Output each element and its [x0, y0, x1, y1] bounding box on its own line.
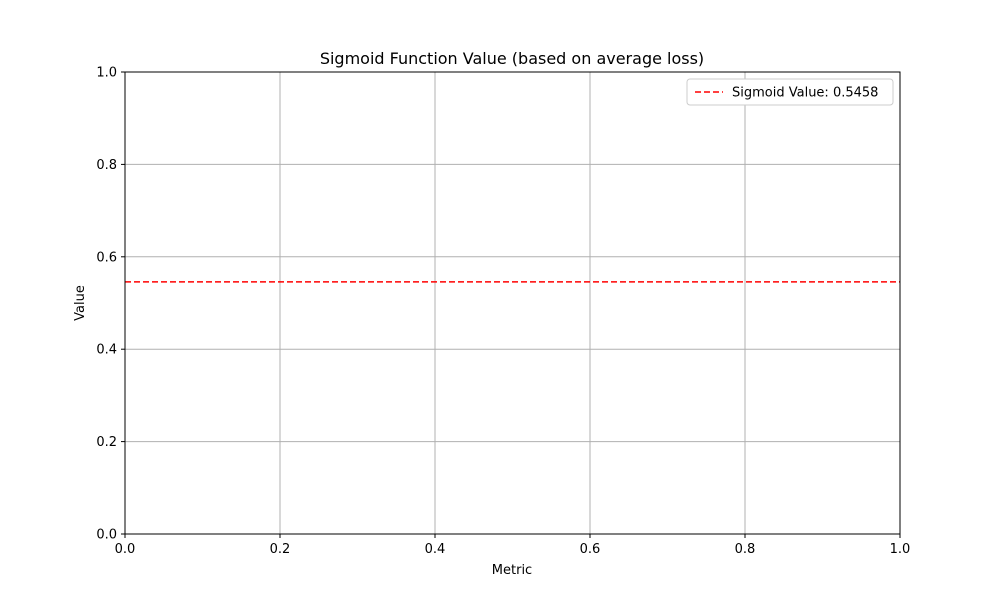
x-tick-label: 1.0: [890, 542, 911, 557]
y-tick-label: 0.6: [96, 250, 117, 265]
y-tick-label: 0.0: [96, 528, 117, 543]
x-tick-label: 0.8: [735, 542, 756, 557]
chart-title: Sigmoid Function Value (based on average…: [320, 49, 704, 68]
y-axis-ticks: 0.0 0.2 0.4 0.6 0.8 1.0: [96, 66, 125, 543]
y-tick-label: 1.0: [96, 66, 117, 81]
x-tick-label: 0.0: [115, 542, 136, 557]
y-tick-label: 0.8: [96, 158, 117, 173]
y-tick-label: 0.4: [96, 343, 117, 358]
y-axis-label: Value: [73, 285, 88, 321]
legend: Sigmoid Value: 0.5458: [686, 78, 894, 106]
legend-entry-label: Sigmoid Value: 0.5458: [732, 86, 878, 101]
x-axis-label: Metric: [492, 563, 532, 578]
legend-box: [686, 78, 894, 106]
x-tick-label: 0.2: [270, 542, 291, 557]
plot-frame: [124, 71, 901, 535]
x-tick-label: 0.4: [425, 542, 446, 557]
x-axis-ticks: 0.0 0.2 0.4 0.6 0.8 1.0: [115, 534, 911, 557]
x-tick-label: 0.6: [580, 542, 601, 557]
y-tick-label: 0.2: [96, 435, 117, 450]
